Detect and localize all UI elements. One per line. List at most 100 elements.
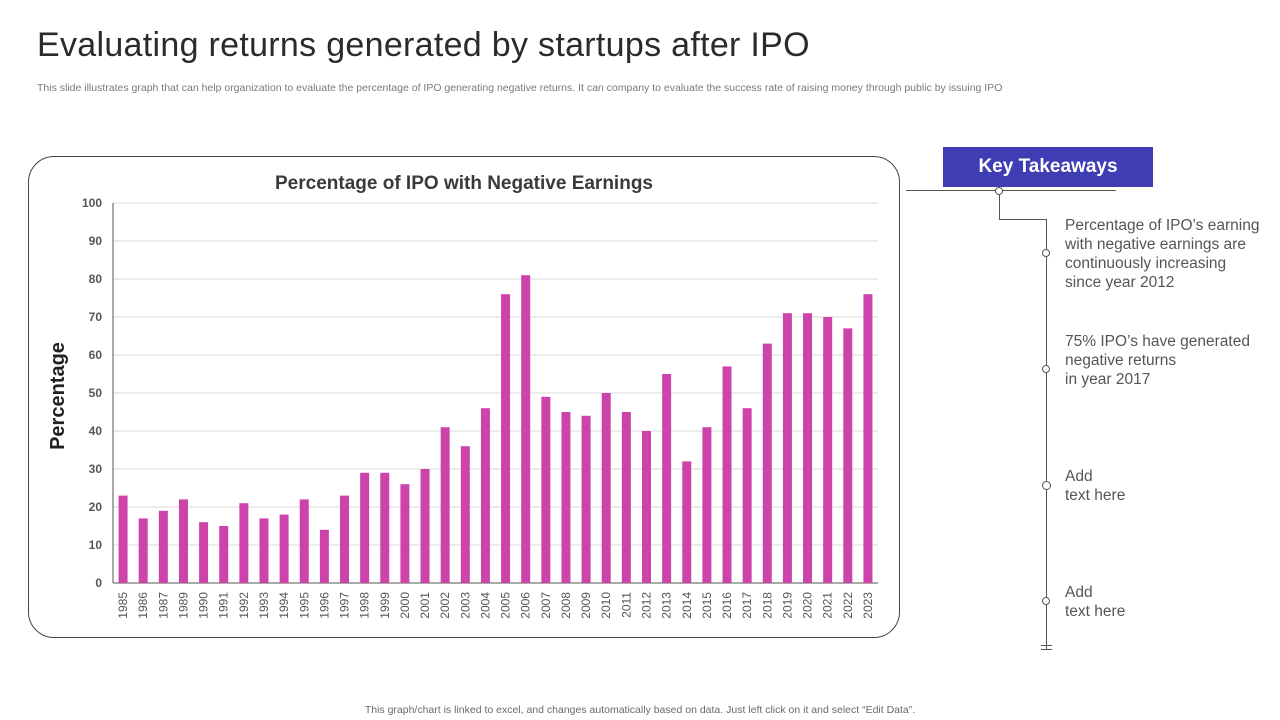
bar — [863, 294, 873, 583]
bar — [400, 484, 410, 583]
bar — [239, 503, 249, 583]
bar — [662, 374, 672, 583]
x-tick-label: 1991 — [217, 592, 231, 619]
x-tick-label: 2015 — [700, 592, 714, 619]
timeline-node — [1042, 597, 1050, 605]
x-tick-label: 2018 — [760, 592, 774, 619]
bar — [178, 499, 188, 583]
bar — [641, 431, 651, 583]
bar — [420, 469, 430, 583]
bar — [803, 313, 813, 583]
key-takeaways-button[interactable]: Key Takeaways — [943, 147, 1153, 187]
bar — [581, 415, 591, 583]
x-tick-label: 1996 — [317, 592, 331, 619]
x-tick-label: 2021 — [821, 592, 835, 619]
chart-frame — [28, 156, 900, 638]
bar — [219, 526, 229, 583]
chart-title: Percentage of IPO with Negative Earnings — [275, 173, 653, 194]
x-tick-label: 1995 — [297, 592, 311, 619]
x-tick-label: 1998 — [358, 592, 372, 619]
x-tick-label: 2016 — [720, 592, 734, 619]
x-tick-label: 2017 — [740, 592, 754, 619]
y-tick-label: 80 — [89, 272, 103, 286]
bar — [279, 514, 289, 583]
bar — [702, 427, 712, 583]
x-tick-label: 2001 — [418, 592, 432, 619]
bar — [319, 529, 329, 583]
x-tick-label: 1994 — [277, 592, 291, 619]
timeline-end-tick — [1041, 645, 1052, 647]
x-tick-label: 2005 — [499, 592, 513, 619]
timeline-node — [1042, 481, 1051, 490]
bar — [561, 412, 571, 583]
timeline-node — [1042, 365, 1050, 373]
y-tick-label: 20 — [89, 500, 103, 514]
bar — [199, 522, 209, 583]
takeaway-text: 75% IPO’s have generated negative return… — [1065, 333, 1250, 388]
y-tick-label: 10 — [89, 538, 103, 552]
x-tick-label: 2023 — [861, 592, 875, 619]
bar — [380, 472, 390, 583]
x-tick-label: 2020 — [801, 592, 815, 619]
x-tick-label: 1987 — [156, 592, 170, 619]
x-tick-label: 2019 — [780, 592, 794, 619]
bar — [138, 518, 148, 583]
x-tick-label: 2003 — [458, 592, 472, 619]
bar — [601, 393, 611, 583]
y-tick-label: 40 — [89, 424, 103, 438]
takeaways-connector-line — [999, 219, 1046, 221]
x-tick-label: 2007 — [539, 592, 553, 619]
bar — [259, 518, 269, 583]
x-tick-label: 2009 — [579, 592, 593, 619]
bar — [299, 499, 309, 583]
takeaway-text: Add text here — [1065, 584, 1126, 620]
bar — [460, 446, 470, 583]
x-tick-label: 1990 — [197, 592, 211, 619]
takeaway-text: Percentage of IPO’s earning with negativ… — [1065, 217, 1260, 291]
x-tick-label: 1999 — [378, 592, 392, 619]
footnote: This graph/chart is linked to excel, and… — [364, 704, 916, 716]
x-tick-label: 1992 — [237, 592, 251, 619]
x-tick-label: 1985 — [116, 592, 130, 619]
bar — [782, 313, 792, 583]
x-tick-label: 2000 — [398, 592, 412, 619]
takeaway-text: Add text here — [1065, 468, 1126, 504]
y-tick-label: 0 — [95, 576, 102, 590]
takeaways-horizontal-line — [906, 190, 1116, 192]
bar — [621, 412, 631, 583]
bar — [762, 343, 772, 583]
x-tick-label: 2012 — [639, 592, 653, 619]
bar — [682, 461, 692, 583]
x-tick-label: 2002 — [438, 592, 452, 619]
x-tick-label: 1993 — [257, 592, 271, 619]
timeline-end-tick — [1041, 649, 1052, 651]
y-axis-label: Percentage — [47, 342, 69, 450]
x-tick-label: 2011 — [619, 592, 633, 618]
x-tick-label: 2010 — [599, 592, 613, 619]
bar — [360, 472, 370, 583]
bar-chart[interactable]: Percentage of IPO with Negative Earnings… — [0, 0, 910, 660]
bar — [742, 408, 752, 583]
bar — [158, 510, 168, 583]
bar — [722, 366, 732, 583]
takeaways-connector-line — [999, 191, 1001, 220]
x-tick-label: 2013 — [660, 592, 674, 619]
bar — [340, 495, 350, 583]
bar — [480, 408, 490, 583]
y-tick-label: 60 — [89, 348, 103, 362]
bar — [440, 427, 450, 583]
x-tick-label: 2006 — [519, 592, 533, 619]
bar — [501, 294, 511, 583]
x-tick-label: 1997 — [338, 592, 352, 619]
bar — [118, 495, 128, 583]
y-tick-label: 100 — [82, 196, 102, 210]
bar — [823, 317, 833, 583]
timeline-line — [1046, 219, 1048, 649]
x-tick-label: 1986 — [136, 592, 150, 619]
bar — [541, 396, 551, 583]
y-tick-label: 90 — [89, 234, 103, 248]
x-tick-label: 2008 — [559, 592, 573, 619]
timeline-node — [995, 187, 1003, 195]
page-title: Evaluating returns generated by startups… — [37, 26, 810, 64]
y-tick-label: 30 — [89, 462, 103, 476]
